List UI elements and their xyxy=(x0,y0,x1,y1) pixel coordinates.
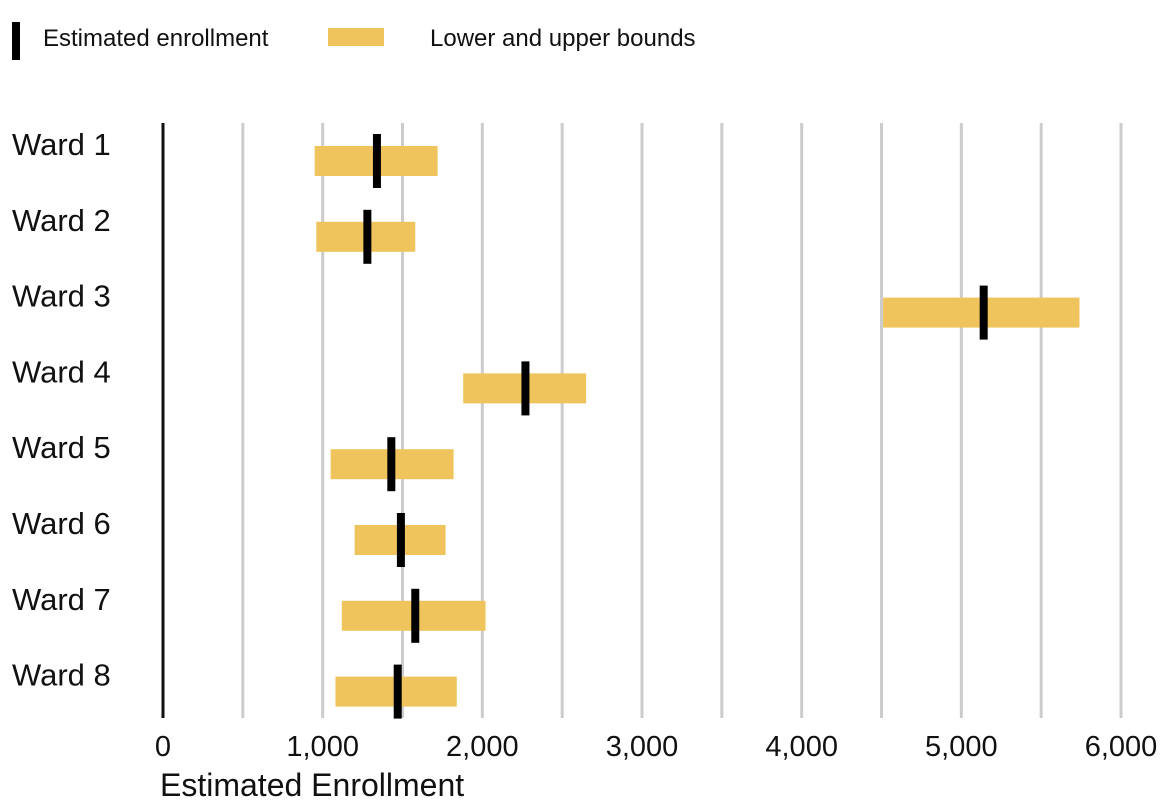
estimate-marker xyxy=(387,437,396,492)
x-axis-title: Estimated Enrollment xyxy=(160,767,464,803)
legend-bounds-swatch xyxy=(328,28,384,46)
estimate-marker xyxy=(396,513,405,567)
x-tick-label: 2,000 xyxy=(446,731,519,763)
category-label: Ward 7 xyxy=(12,582,111,617)
category-label: Ward 2 xyxy=(12,203,111,238)
plot-area xyxy=(314,134,1080,719)
x-tick-label: 1,000 xyxy=(286,731,359,763)
category-labels: Ward 1 Ward 2 Ward 3 Ward 4 Ward 5 Ward 6 Ward… xyxy=(12,127,111,693)
category-label: Ward 1 xyxy=(12,127,111,162)
x-tick-label: 5,000 xyxy=(925,731,998,763)
estimate-marker xyxy=(521,361,530,416)
x-tick-label: 6,000 xyxy=(1085,731,1158,763)
category-label: Ward 8 xyxy=(12,658,111,693)
x-tick-label: 3,000 xyxy=(606,731,679,763)
legend: Estimated enrollment Lower and upper bou… xyxy=(12,22,696,60)
estimate-marker xyxy=(363,209,372,264)
x-tick-label: 4,000 xyxy=(765,731,838,763)
x-tick-label: 0 xyxy=(155,731,171,763)
category-label: Ward 3 xyxy=(12,279,111,314)
category-label: Ward 4 xyxy=(12,354,111,389)
category-label: Ward 5 xyxy=(12,430,111,465)
estimate-marker xyxy=(979,285,988,340)
x-tick-labels: 0 1,000 2,000 3,000 4,000 5,000 6,000 xyxy=(155,731,1157,763)
estimate-marker xyxy=(393,664,402,719)
estimate-marker xyxy=(372,134,381,188)
estimate-marker xyxy=(411,588,420,643)
legend-estimate-label: Estimated enrollment xyxy=(43,25,269,52)
legend-bounds-label: Lower and upper bounds xyxy=(430,25,696,52)
category-label: Ward 6 xyxy=(12,506,111,541)
legend-estimate-swatch xyxy=(12,22,20,60)
